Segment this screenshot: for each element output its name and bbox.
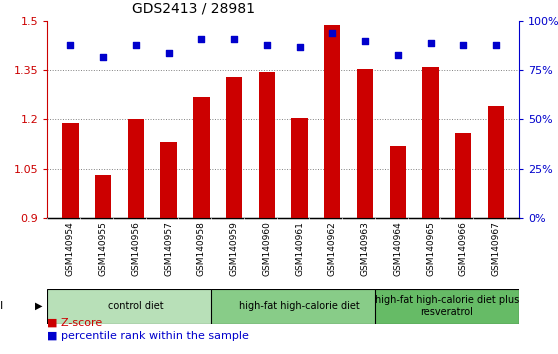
Bar [95,175,111,218]
Text: high-fat high-calorie diet plus
resveratrol: high-fat high-calorie diet plus resverat… [375,295,519,317]
Text: GSM140964: GSM140964 [393,221,402,276]
Point [99,54,108,59]
Text: ▶: ▶ [35,301,43,311]
Point [295,44,304,50]
Text: high-fat high-calorie diet: high-fat high-calorie diet [239,301,360,311]
Point [459,42,468,48]
Bar [160,142,177,218]
Bar [291,118,308,218]
Text: GSM140956: GSM140956 [131,221,141,276]
Point [197,36,206,42]
Point [66,42,75,48]
Text: GSM140963: GSM140963 [360,221,369,276]
Bar [62,123,79,218]
Bar [258,72,275,218]
Text: GSM140966: GSM140966 [459,221,468,276]
Bar [375,289,519,324]
Bar [128,120,144,218]
Text: GSM140954: GSM140954 [66,221,75,276]
Bar [324,24,340,218]
Bar [211,289,388,324]
Text: ■ percentile rank within the sample: ■ percentile rank within the sample [47,331,249,341]
Bar [422,67,439,218]
Text: GSM140965: GSM140965 [426,221,435,276]
Bar [226,77,242,218]
Text: protocol: protocol [0,301,3,311]
Text: GSM140967: GSM140967 [492,221,501,276]
Text: GSM140957: GSM140957 [164,221,173,276]
Bar [47,289,224,324]
Point [262,42,271,48]
Point [360,38,369,44]
Text: control diet: control diet [108,301,163,311]
Text: GSM140962: GSM140962 [328,221,337,276]
Text: GSM140960: GSM140960 [262,221,271,276]
Text: GSM140955: GSM140955 [99,221,108,276]
Text: GSM140958: GSM140958 [197,221,206,276]
Point [164,50,173,56]
Text: GSM140961: GSM140961 [295,221,304,276]
Point [492,42,501,48]
Text: ■ Z-score: ■ Z-score [47,318,103,328]
Point [393,52,402,57]
Point [229,36,238,42]
Bar [488,106,504,218]
Bar [455,133,472,218]
Point [426,40,435,46]
Text: GSM140959: GSM140959 [229,221,239,276]
Bar [193,97,209,218]
Bar [357,69,373,218]
Point [328,30,337,36]
Text: GDS2413 / 28981: GDS2413 / 28981 [132,2,256,16]
Bar [389,145,406,218]
Point [131,42,140,48]
